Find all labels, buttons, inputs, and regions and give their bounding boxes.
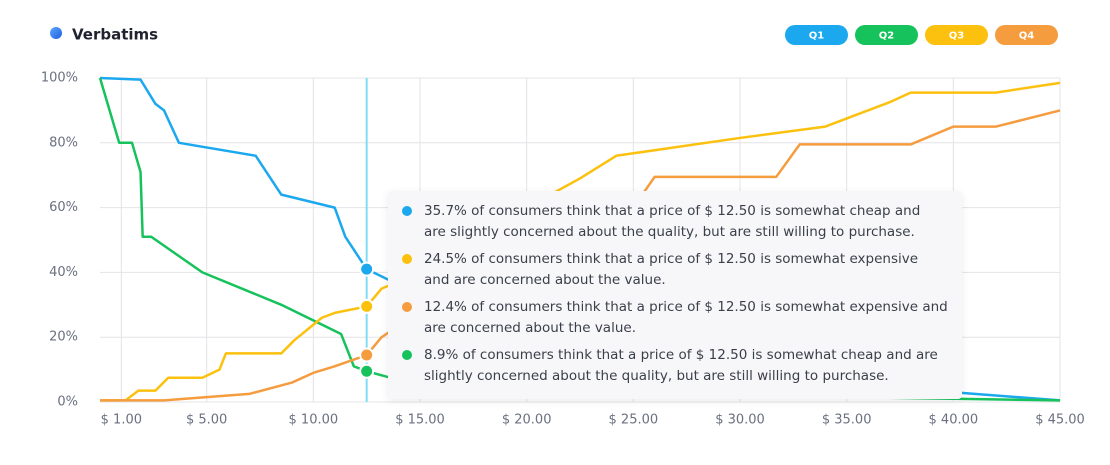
tooltip-text: are concerned about the value. (424, 320, 636, 336)
hover-dot (359, 261, 375, 277)
y-tick-label: 20% (49, 330, 78, 345)
y-tick-label: 80% (49, 135, 78, 150)
hover-dot (359, 347, 375, 363)
legend-label: Q4 (1019, 31, 1035, 42)
tooltip-text: 24.5% of consumers think that a price of… (424, 251, 918, 267)
x-tick-label: $ 25.00 (609, 413, 659, 428)
legend-label: Q2 (879, 31, 895, 42)
tooltip-text: 12.4% of consumers think that a price of… (424, 299, 948, 315)
tooltip-dot (402, 254, 412, 264)
legend-pill[interactable] (995, 25, 1058, 45)
legend-label: Q3 (949, 31, 965, 42)
tooltip-dot (402, 350, 412, 360)
x-tick-label: $ 45.00 (1035, 413, 1085, 428)
x-tick-label: $ 40.00 (929, 413, 979, 428)
y-tick-label: 40% (49, 265, 78, 280)
legend-label: Q1 (809, 31, 825, 42)
y-tick-label: 100% (41, 71, 78, 86)
series-line (100, 81, 1061, 402)
tooltip-text: are slightly concerned about the quality… (424, 224, 915, 240)
x-tick-label: $ 15.00 (395, 413, 445, 428)
tooltip-text: 8.9% of consumers think that a price of … (424, 347, 938, 363)
hover-dot (359, 298, 375, 314)
x-tick-label: $ 5.00 (186, 413, 227, 428)
tooltip-dot (402, 302, 412, 312)
hover-dot (359, 363, 375, 379)
legend-pill[interactable] (855, 25, 918, 45)
tooltip-box (388, 191, 962, 399)
x-tick-label: $ 30.00 (715, 413, 765, 428)
legend-pill[interactable] (785, 25, 848, 45)
tooltip-dot (402, 206, 412, 216)
x-tick-label: $ 35.00 (822, 413, 872, 428)
x-tick-label: $ 20.00 (502, 413, 552, 428)
tooltip-text: and are concerned about the value. (424, 272, 666, 288)
y-tick-label: 60% (49, 200, 78, 215)
tooltip-text: slightly concerned about the quality, bu… (424, 368, 889, 384)
x-tick-label: $ 10.00 (289, 413, 339, 428)
tooltip-text: 35.7% of consumers think that a price of… (424, 203, 920, 219)
y-tick-label: 0% (57, 395, 78, 410)
x-tick-label: $ 1.00 (101, 413, 142, 428)
header-icon (50, 27, 62, 39)
chart-title: Verbatims (72, 26, 158, 44)
legend-pill[interactable] (925, 25, 988, 45)
